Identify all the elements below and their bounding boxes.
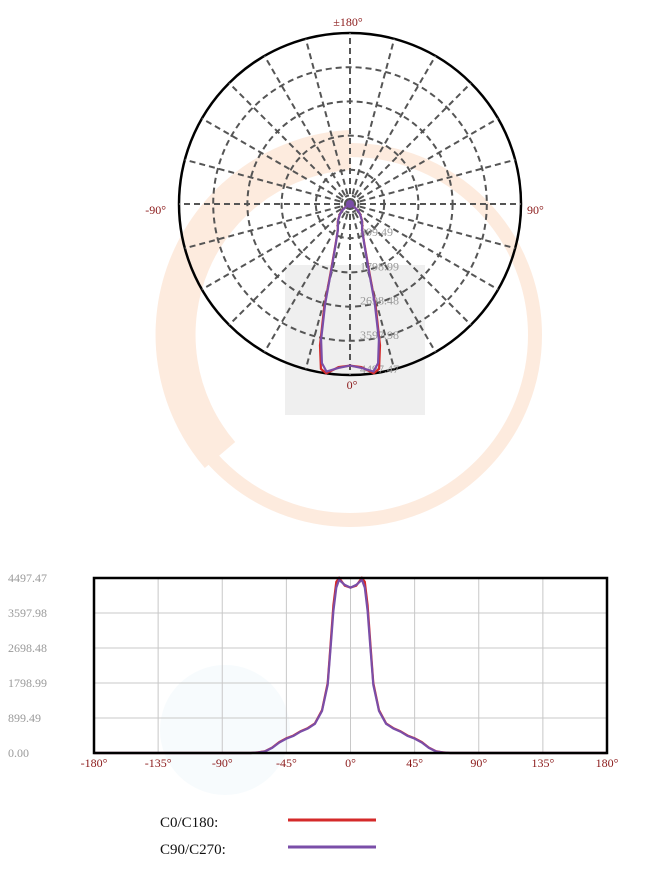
polar-ring-label: 2698.48 [360, 294, 399, 308]
linear-x-tick: -90° [212, 756, 233, 770]
polar-spoke [349, 158, 516, 205]
linear-y-tick: 0.00 [8, 746, 29, 760]
polar-spoke [263, 55, 351, 205]
polar-spoke [349, 82, 472, 205]
polar-spoke [349, 38, 396, 205]
polar-label-right: 90° [527, 203, 544, 217]
linear-x-tick: 135° [531, 756, 554, 770]
linear-y-tick-labels: 0.00 899.49 1798.99 2698.48 3597.98 4497.47 [8, 571, 47, 760]
polar-spoke [228, 82, 351, 205]
polar-label-left: -90° [145, 203, 166, 217]
polar-spoke [349, 203, 437, 353]
polar-spoke [349, 117, 499, 205]
linear-y-tick: 3597.98 [8, 606, 47, 620]
polar-ring [212, 66, 488, 342]
linear-x-tick-labels: -180° -135° -90° -45° 0° 45° 90° 135° 180° [81, 756, 619, 770]
polar-spoke [201, 203, 351, 291]
polar-spoke [349, 203, 472, 326]
linear-x-tick: -45° [276, 756, 297, 770]
linear-frame [92, 576, 609, 755]
linear-curves [94, 576, 607, 755]
polar-center [346, 200, 354, 208]
legend-label-c0: C0/C180: [160, 815, 218, 831]
polar-spoke [349, 203, 516, 250]
linear-curve-c90-c270 [94, 577, 607, 755]
polar-ring [340, 194, 360, 214]
polar-spoke [349, 203, 499, 291]
linear-x-tick: 0° [345, 756, 356, 770]
polar-ring-label: 899.49 [360, 225, 393, 239]
polar-spoke [228, 203, 351, 326]
polar-spoke [184, 203, 351, 250]
linear-x-tick: -135° [145, 756, 172, 770]
polar-label-top: ±180° [333, 15, 363, 29]
linear-x-tick: -180° [81, 756, 108, 770]
linear-y-tick: 899.49 [8, 711, 41, 725]
polar-label-bottom: 0° [347, 378, 358, 392]
legend: C0/C180: C90/C270: [160, 815, 376, 858]
polar-spoke [263, 203, 351, 353]
polar-spoke [184, 158, 351, 205]
linear-grid [94, 578, 607, 753]
linear-x-tick: 45° [406, 756, 423, 770]
linear-diagram: -180° -135° -90° -45° 0° 45° 90° 135° 180° 0.00 8… [8, 571, 619, 770]
linear-y-tick: 4497.47 [8, 571, 47, 585]
polar-spoke [349, 55, 437, 205]
polar-spoke [201, 117, 351, 205]
linear-x-tick: 180° [596, 756, 619, 770]
linear-y-tick: 1798.99 [8, 676, 47, 690]
polar-curve-c90-c270 [319, 203, 381, 373]
polar-spoke [304, 38, 351, 205]
linear-y-tick: 2698.48 [8, 641, 47, 655]
legend-label-c90: C90/C270: [160, 842, 226, 858]
linear-x-tick: 90° [470, 756, 487, 770]
polar-ring [280, 134, 420, 274]
polar-curves [318, 202, 382, 375]
polar-ring-label: 1798.99 [360, 259, 399, 273]
